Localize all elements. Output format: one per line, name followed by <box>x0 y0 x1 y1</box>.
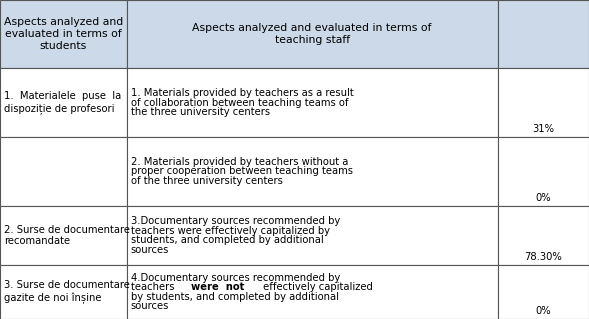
Bar <box>127 137 498 206</box>
Bar <box>498 137 589 206</box>
Text: 4.Documentary sources recommended by: 4.Documentary sources recommended by <box>131 273 340 283</box>
Text: students, and completed by additional: students, and completed by additional <box>131 235 323 245</box>
Text: effectively capitalized: effectively capitalized <box>260 282 372 292</box>
Text: sources: sources <box>131 245 169 255</box>
Bar <box>498 0 589 68</box>
Bar <box>0 206 127 265</box>
Text: sources: sources <box>131 301 169 311</box>
Text: teachers were effectively capitalized by: teachers were effectively capitalized by <box>131 226 330 236</box>
Bar <box>498 265 589 319</box>
Bar <box>127 0 498 68</box>
Text: were  not: were not <box>191 282 244 292</box>
Bar <box>127 206 498 265</box>
Text: 31%: 31% <box>532 124 554 134</box>
Bar <box>0 265 127 319</box>
Text: 2. Materials provided by teachers without a: 2. Materials provided by teachers withou… <box>131 157 348 167</box>
Text: 3.Documentary sources recommended by: 3.Documentary sources recommended by <box>131 216 340 226</box>
Text: of the three university centers: of the three university centers <box>131 176 283 186</box>
Text: proper cooperation between teaching teams: proper cooperation between teaching team… <box>131 167 353 176</box>
Bar <box>127 68 498 137</box>
Text: of collaboration between teaching teams of: of collaboration between teaching teams … <box>131 98 348 108</box>
Text: by students, and completed by additional: by students, and completed by additional <box>131 292 339 302</box>
Text: 0%: 0% <box>535 193 551 203</box>
Text: 1.  Materialele  puse  la
dispoziție de profesori: 1. Materialele puse la dispoziție de pro… <box>4 91 121 114</box>
Text: the three university centers: the three university centers <box>131 107 270 117</box>
Text: Aspects analyzed and
evaluated in terms of
students: Aspects analyzed and evaluated in terms … <box>4 18 123 51</box>
Text: teachers: teachers <box>131 282 177 292</box>
Text: 3. Surse de documentare
gazite de noi înșine: 3. Surse de documentare gazite de noi în… <box>4 280 130 303</box>
Bar <box>498 206 589 265</box>
Bar <box>0 137 127 206</box>
Text: 2. Surse de documentare
recomandate: 2. Surse de documentare recomandate <box>4 225 130 246</box>
Bar <box>498 68 589 137</box>
Text: 1. Materials provided by teachers as a result: 1. Materials provided by teachers as a r… <box>131 88 353 98</box>
Bar <box>127 265 498 319</box>
Text: 0%: 0% <box>535 306 551 316</box>
Bar <box>0 68 127 137</box>
Bar <box>0 0 127 68</box>
Text: 78.30%: 78.30% <box>524 252 562 262</box>
Text: Aspects analyzed and evaluated in terms of
teaching staff: Aspects analyzed and evaluated in terms … <box>193 23 432 45</box>
